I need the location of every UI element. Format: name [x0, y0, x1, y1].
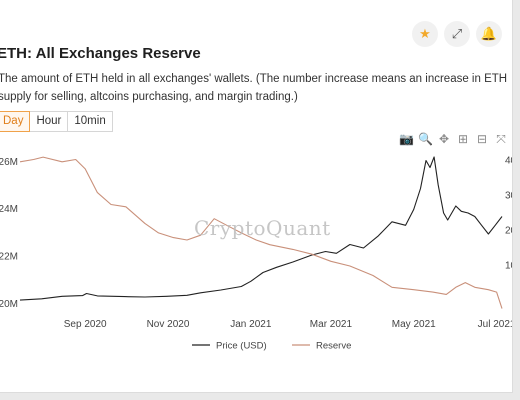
series-line-reserve — [19, 156, 503, 309]
series-line-price — [19, 156, 503, 301]
camera-icon[interactable]: 📷 — [399, 132, 414, 146]
chart-plot[interactable]: Sep 2020 Nov 2020 Jan 2021 Mar 2021 May 2021… — [0, 0, 512, 392]
zoom-in-icon[interactable]: ⊞ — [457, 132, 469, 146]
expand-icon[interactable]: ⤢ — [444, 21, 470, 47]
star-icon[interactable]: ★ — [412, 21, 438, 47]
zoom-icon[interactable]: 🔍 — [418, 132, 433, 146]
right-tick-label-2: 300 — [505, 191, 512, 202]
legend-label-1: Reserve — [316, 341, 351, 352]
autoscale-icon[interactable]: ⤧ — [496, 132, 506, 146]
period-selector: Day Hour 10min — [0, 111, 113, 132]
bell-icon[interactable]: 🔔 — [476, 21, 502, 47]
pan-icon[interactable]: ✥ — [438, 132, 450, 146]
x-tick-label-1: Nov 2020 — [147, 319, 190, 330]
chart-title: ETH: All Exchanges Reserve — [0, 45, 201, 62]
legend-label-0: Price (USD) — [216, 341, 267, 352]
left-tick-label-0: 20M — [0, 299, 18, 310]
chart-description: The amount of ETH held in all exchanges'… — [0, 73, 508, 103]
right-tick-label-0: 100 — [505, 261, 512, 272]
zoom-out-icon[interactable]: ⊟ — [476, 132, 488, 146]
x-tick-label-4: May 2021 — [392, 319, 436, 330]
left-tick-label-3: 26M — [0, 157, 18, 168]
card-actions: ★ ⤢ 🔔 — [412, 21, 502, 47]
watermark: CryptoQuant — [194, 216, 331, 240]
chart-toolbar: 📷 🔍 ✥ ⊞ ⊟ ⤧ — [399, 132, 508, 147]
x-tick-label-2: Jan 2021 — [230, 319, 272, 330]
x-tick-label-5: Jul 2021 — [478, 319, 512, 330]
left-tick-label-2: 24M — [0, 204, 18, 215]
right-tick-label-3: 400 — [505, 156, 512, 167]
right-tick-label-1: 200 — [505, 226, 512, 237]
chart-card: ★ ⤢ 🔔 ETH: All Exchanges Reserve The amo… — [0, 0, 513, 393]
x-tick-label-0: Sep 2020 — [64, 319, 107, 330]
period-hour-button[interactable]: Hour — [30, 111, 69, 132]
x-tick-label-3: Mar 2021 — [310, 319, 353, 330]
period-day-button[interactable]: Day — [0, 111, 31, 132]
period-10min-button[interactable]: 10min — [68, 111, 113, 132]
left-tick-label-1: 22M — [0, 252, 18, 263]
